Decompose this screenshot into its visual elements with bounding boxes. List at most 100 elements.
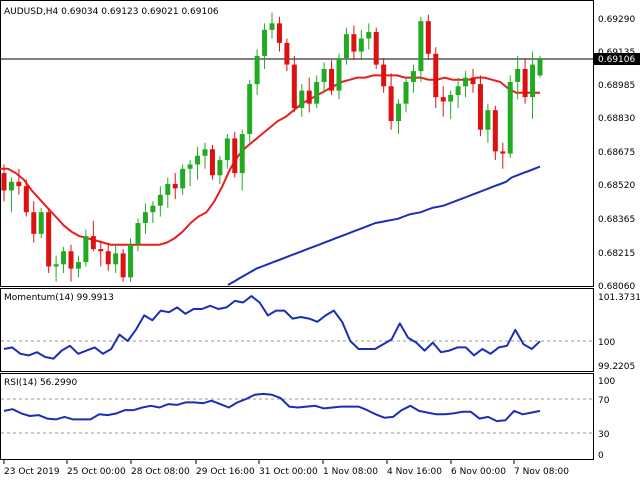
- candle-body: [269, 23, 275, 30]
- time-label: 7 Nov 08:00: [514, 467, 569, 477]
- candle-body: [291, 64, 297, 108]
- candle-body: [8, 181, 14, 191]
- candle-body: [515, 68, 521, 82]
- time-label: 1 Nov 08:00: [323, 467, 378, 477]
- candle-body: [321, 68, 327, 82]
- candle-body: [336, 58, 342, 91]
- candle-body: [470, 77, 476, 85]
- candle-body: [209, 149, 215, 176]
- candle-body: [113, 253, 119, 265]
- price-tick: 0.68060: [598, 282, 635, 292]
- candle-body: [239, 134, 245, 174]
- price-tick: 0.68985: [598, 81, 635, 91]
- candle-body: [433, 53, 439, 98]
- candle-body: [98, 249, 104, 252]
- main-panel-frame: [0, 0, 594, 287]
- time-label: 4 Nov 16:00: [387, 467, 442, 477]
- candle-body: [254, 55, 260, 85]
- current-price-marker: [594, 53, 640, 65]
- candle-body: [530, 64, 536, 98]
- momentum-line: [3, 295, 541, 360]
- candle-body: [329, 68, 335, 91]
- chart-header: AUDUSD,H4 0.69034 0.69123 0.69021 0.6910…: [4, 7, 219, 17]
- momentum-layer: [3, 295, 541, 360]
- candle-body: [343, 34, 349, 59]
- price-tick: 0.68215: [598, 249, 635, 259]
- candle-body: [455, 86, 461, 95]
- candle-body: [381, 64, 387, 87]
- candle-body: [165, 183, 171, 195]
- candle-body: [46, 212, 52, 267]
- sma-fast-line: [0, 74, 540, 246]
- candle-body: [150, 205, 156, 213]
- candle-body: [83, 236, 89, 263]
- candle-body: [1, 173, 7, 191]
- candle-body: [358, 38, 364, 52]
- rsi-tick: 100: [598, 377, 615, 387]
- candle-body: [373, 32, 379, 65]
- candle-body: [463, 77, 469, 87]
- candle-body: [38, 212, 44, 234]
- rsi-layer: [3, 392, 541, 423]
- candle-body: [492, 110, 498, 152]
- candle-body: [403, 81, 409, 104]
- candle-body: [75, 262, 81, 269]
- time-label: 6 Nov 00:00: [451, 467, 506, 477]
- candle-body: [135, 223, 141, 245]
- candle-body: [142, 212, 148, 224]
- candle-body: [224, 138, 230, 161]
- candle-body: [351, 34, 357, 52]
- sma-slow-line: [227, 165, 541, 286]
- price-tick: 0.68365: [598, 215, 635, 225]
- candle-body: [418, 21, 424, 72]
- candle-body: [16, 181, 22, 187]
- candle-body: [388, 86, 394, 122]
- candle-body: [23, 186, 29, 213]
- candle-body: [68, 251, 74, 269]
- momentum-tick: 101.3731: [598, 293, 640, 303]
- candle-body: [172, 183, 178, 189]
- candle-body: [507, 81, 513, 154]
- candle-body: [425, 21, 431, 54]
- time-label: 28 Oct 08:00: [131, 467, 190, 477]
- candle-body: [410, 71, 416, 82]
- candle-body: [522, 68, 528, 98]
- momentum-tick: 99.2205: [598, 362, 635, 372]
- sma-slow-layer: [227, 165, 541, 286]
- momentum-title: Momentum(14) 99.9913: [4, 293, 114, 303]
- candle-body: [61, 251, 67, 265]
- rsi-tick: 0: [598, 451, 604, 461]
- candle-body: [217, 160, 223, 176]
- momentum-tick: 100: [598, 338, 615, 348]
- candle-body: [299, 90, 305, 108]
- price-tick: 0.68675: [598, 148, 635, 158]
- rsi-tick: 30: [598, 430, 610, 440]
- candle-body: [396, 103, 402, 122]
- candle-body: [485, 110, 491, 130]
- price-tick: 0.69290: [598, 15, 635, 25]
- candle-body: [314, 81, 320, 104]
- time-label: 31 Oct 00:00: [259, 467, 318, 477]
- candle-body: [90, 236, 96, 250]
- price-tick: 0.68830: [598, 114, 635, 124]
- momentum-panel-frame: [0, 288, 594, 372]
- time-label: 25 Oct 00:00: [67, 467, 126, 477]
- candle-body: [448, 94, 454, 102]
- sma-fast-layer: [0, 74, 540, 246]
- rsi-tick: 70: [598, 396, 610, 406]
- candle-body: [477, 84, 483, 130]
- candle-body: [105, 251, 111, 265]
- candle-body: [180, 168, 186, 189]
- time-label: 23 Oct 2019: [4, 467, 60, 477]
- candle-body: [440, 97, 446, 102]
- price-tick: 0.68520: [598, 181, 635, 191]
- candle-body: [202, 149, 208, 156]
- rsi-panel-frame: [0, 373, 594, 460]
- candle-body: [276, 23, 282, 43]
- candle-body: [31, 212, 37, 234]
- time-label: 29 Oct 16:00: [196, 467, 255, 477]
- candle-body: [232, 138, 238, 174]
- current-price-label: 0.69106: [598, 55, 635, 65]
- candle-body: [366, 32, 372, 39]
